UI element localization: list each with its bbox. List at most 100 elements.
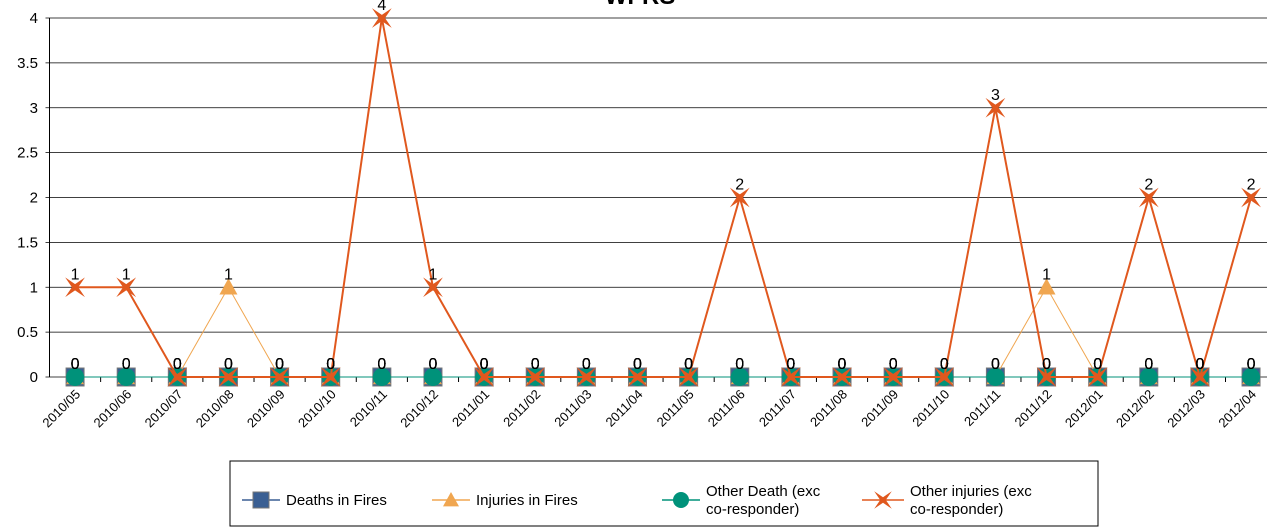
data-label: 0 [531, 356, 540, 373]
data-label: 0 [684, 356, 693, 373]
data-label: 0 [889, 356, 898, 373]
x-tick-label: 2011/12 [1012, 387, 1055, 430]
data-label: 0 [735, 356, 744, 373]
x-tick-label: 2010/10 [295, 387, 339, 431]
x-tick-label: 2010/05 [39, 387, 83, 431]
data-label: 0 [1144, 356, 1153, 373]
data-label: 0 [838, 356, 847, 373]
data-label: 0 [429, 356, 438, 373]
y-tick-label: 4 [30, 10, 38, 27]
legend-box [229, 460, 1099, 527]
data-label: 0 [633, 356, 642, 373]
x-tick-label: 2010/09 [244, 387, 288, 431]
data-label: 0 [326, 356, 335, 373]
data-label: 0 [684, 356, 693, 373]
data-label: 0 [480, 356, 489, 373]
x-tick-label: 2011/08 [807, 387, 850, 430]
x-tick-label: 2012/04 [1215, 387, 1259, 431]
data-label: 0 [786, 356, 795, 373]
y-tick-label: 3 [30, 100, 38, 117]
data-label: 0 [122, 356, 131, 373]
x-tick-label: 2011/07 [756, 387, 799, 430]
marker [1242, 368, 1261, 386]
marker [116, 277, 137, 298]
data-label: 0 [480, 356, 489, 373]
legend-label-line: co-responder) [910, 501, 1003, 518]
data-label: 0 [377, 356, 386, 373]
data-label: 0 [224, 356, 233, 373]
data-label: 0 [1195, 356, 1204, 373]
data-label: 0 [173, 356, 182, 373]
marker [730, 368, 749, 386]
chart-title: WFRS [605, 0, 676, 10]
data-label: 0 [377, 356, 386, 373]
data-label: 2 [735, 177, 744, 194]
x-tick-label: 2012/01 [1062, 387, 1106, 431]
marker [1036, 367, 1057, 387]
marker [423, 277, 443, 298]
data-label: 1 [122, 266, 131, 283]
data-label: 0 [940, 356, 949, 373]
data-label: 0 [838, 356, 847, 373]
y-tick-label: 0 [30, 369, 38, 386]
x-tick-label: 2011/05 [654, 387, 697, 430]
marker [832, 367, 852, 387]
marker [320, 367, 341, 387]
x-tick-label: 2010/06 [90, 387, 134, 431]
data-label: 0 [275, 356, 284, 373]
data-label: 0 [786, 356, 795, 373]
legend-label: Other Death (exc co-responder) [706, 483, 821, 518]
y-tick-label: 2 [30, 190, 38, 207]
data-label: 2 [1247, 177, 1256, 194]
data-label: 0 [633, 356, 642, 373]
data-label: 0 [224, 356, 233, 373]
data-label: 0 [71, 356, 80, 373]
data-label: 1 [71, 266, 80, 283]
data-label: 0 [531, 356, 540, 373]
marker [474, 367, 495, 387]
data-label: 0 [531, 356, 540, 373]
y-tick-label: 3.5 [17, 55, 38, 72]
data-label: 0 [1195, 356, 1204, 373]
legend-label-line: co-responder) [706, 501, 799, 518]
marker [252, 491, 270, 509]
legend-label-line: Other Death (exc [706, 483, 821, 500]
marker [371, 8, 392, 28]
data-label: 0 [889, 356, 898, 373]
legend-label: Other injuries (exc co-responder) [910, 483, 1032, 518]
data-label: 0 [1247, 356, 1256, 373]
data-label: 0 [1042, 356, 1051, 373]
data-label: 0 [326, 356, 335, 373]
data-label: 0 [684, 356, 693, 373]
x-tick-label: 2011/03 [551, 387, 594, 430]
marker [1139, 368, 1158, 386]
data-label: 0 [224, 356, 233, 373]
data-label: 0 [1247, 356, 1256, 373]
data-label: 0 [275, 356, 284, 373]
data-label: 0 [1093, 356, 1102, 373]
marker [1241, 187, 1261, 208]
data-label: 0 [377, 356, 386, 373]
data-label: 1 [224, 266, 233, 283]
x-tick-label: 2012/02 [1113, 387, 1157, 431]
data-label: 0 [786, 356, 795, 373]
y-tick-label: 1.5 [17, 234, 38, 251]
data-label: 1 [1042, 266, 1051, 283]
data-label: 0 [735, 356, 744, 373]
y-tick-label: 1 [30, 279, 38, 296]
data-label: 0 [889, 356, 898, 373]
data-label: 4 [377, 0, 386, 14]
x-tick-label: 2010/07 [142, 387, 186, 431]
data-label: 0 [735, 356, 744, 373]
marker [729, 187, 750, 208]
data-label: 0 [71, 356, 80, 373]
x-tick-label: 2010/11 [347, 387, 390, 430]
data-label: 0 [633, 356, 642, 373]
marker [218, 367, 239, 387]
marker [219, 278, 238, 295]
x-tick-label: 2010/08 [193, 387, 237, 431]
series-line [75, 17, 1253, 381]
marker [780, 367, 801, 387]
data-label: 0 [429, 356, 438, 373]
